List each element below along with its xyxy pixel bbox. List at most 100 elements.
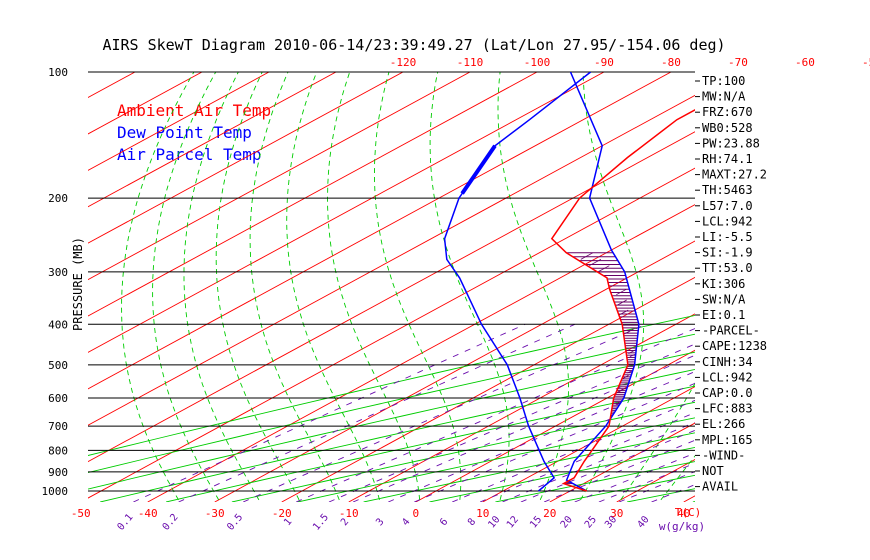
pressure-tick-label: 800 <box>48 444 68 457</box>
mixing-ratio-label: 20 <box>559 514 575 530</box>
dry-adiabat-line <box>363 432 695 502</box>
temp-tick-label-top: -50 <box>862 56 870 69</box>
temp-tick-label-top: -90 <box>594 56 614 69</box>
pressure-tick-label: 200 <box>48 192 68 205</box>
index-label: FRZ:670 <box>702 105 753 119</box>
mixing-ratio-line <box>133 323 526 502</box>
isotherm-line <box>88 72 672 390</box>
mixing-ratio-label: 0.2 <box>161 512 181 533</box>
mixing-ratio-line <box>243 323 647 502</box>
mixing-ratio-label: 1.5 <box>311 512 331 533</box>
y-axis-label: PRESSURE (MB) <box>71 237 85 331</box>
index-label: MW:N/A <box>702 90 746 104</box>
isotherm-line <box>0 72 68 502</box>
mixing-ratio-line <box>352 354 695 502</box>
temp-tick-label-bottom: -20 <box>272 507 292 520</box>
dry-adiabat-line <box>429 446 695 502</box>
legend: Ambient Air Temp Dew Point Temp Air Parc… <box>117 101 271 164</box>
pressure-tick-label: 700 <box>48 420 68 433</box>
isotherm-line <box>88 131 695 463</box>
isotherm-line <box>0 72 1 502</box>
legend-dew-point-temp: Dew Point Temp <box>117 123 252 142</box>
temp-tick-label-bottom: 30 <box>610 507 623 520</box>
pressure-tick-label: 600 <box>48 392 68 405</box>
cape-hatch-line <box>628 349 636 354</box>
series-line-0 <box>550 109 695 492</box>
mixing-ratio-label: 40 <box>635 514 651 530</box>
saturated-adiabat-line <box>249 72 340 501</box>
isotherm-line <box>88 167 695 499</box>
cape-hatch <box>563 252 639 485</box>
saturated-adiabat-line <box>580 72 645 501</box>
pressure-tick-label: 100 <box>48 66 68 79</box>
mixing-ratio-label: 25 <box>583 514 599 530</box>
temp-tick-label-top: -100 <box>524 56 551 69</box>
index-label: MPL:165 <box>702 433 753 447</box>
mixing-ratio-label: 12 <box>505 514 521 530</box>
temp-tick-label-bottom: -10 <box>339 507 359 520</box>
index-label: L57:7.0 <box>702 199 753 213</box>
isobars <box>88 71 695 492</box>
cape-hatch-line <box>618 388 625 393</box>
isotherm-line <box>88 72 471 281</box>
isotherm-line <box>281 276 695 502</box>
mixing-ratio-line <box>574 452 695 502</box>
saturated-adiabat-line <box>620 382 695 501</box>
dry-adiabat-line <box>88 351 695 490</box>
isotherm-line <box>482 386 695 502</box>
cape-hatch-line <box>625 328 635 334</box>
mixing-ratio-line <box>388 371 695 502</box>
mixing-ratio-label: 6 <box>438 517 450 529</box>
dry-adiabat-line <box>297 417 695 502</box>
mixing-ratio-label: 15 <box>528 514 544 530</box>
isotherm-line <box>415 349 695 502</box>
cape-hatch-line <box>597 265 610 273</box>
temp-tick-label-bottom: 0 <box>412 507 419 520</box>
saturated-adiabat-line <box>660 455 695 501</box>
mixing-ratio-line <box>328 343 695 502</box>
dry-adiabat-line <box>165 385 695 502</box>
index-label: -PARCEL- <box>702 324 760 338</box>
index-label: TT:53.0 <box>702 261 753 275</box>
mixing-ratio-label: 4 <box>400 517 412 529</box>
pressure-tick-label: 500 <box>48 359 68 372</box>
index-label: TH:5463 <box>702 183 753 197</box>
mixing-ratio-line <box>598 462 695 502</box>
cape-hatch-line <box>616 288 627 296</box>
temp-unit-label: T(C) <box>675 506 702 519</box>
temp-tick-label-bottom: 40 <box>677 507 690 520</box>
saturated-adiabat-line <box>152 72 220 501</box>
index-label: KI:306 <box>702 277 745 291</box>
index-label: NOT <box>702 464 724 478</box>
index-label: RH:74.1 <box>702 152 753 166</box>
chart-title: AIRS SkewT Diagram 2010-06-14/23:39:49.2… <box>102 36 725 54</box>
index-label: AVAIL <box>702 480 738 494</box>
index-label: LI:-5.5 <box>702 230 753 244</box>
index-label: LFC:883 <box>702 402 753 416</box>
mixing-ratio-line <box>618 471 695 502</box>
saturated-adiabat-line <box>121 72 195 501</box>
mixing-ratio-line <box>520 429 695 502</box>
temp-tick-label-bottom: 20 <box>543 507 556 520</box>
temp-tick-label-bottom: -50 <box>71 507 91 520</box>
isotherm-line <box>348 313 695 502</box>
profiles <box>443 72 695 492</box>
mixing-ratio-label: 0.5 <box>225 512 245 533</box>
dry-adiabat-line <box>88 314 695 456</box>
temp-tick-label-bottom: -30 <box>205 507 225 520</box>
mixing-ratio-label: 8 <box>466 517 478 529</box>
saturated-adiabat-line <box>374 72 462 500</box>
dry-adiabat-line <box>759 72 870 502</box>
saturated-adiabat-line <box>327 72 421 500</box>
legend-air-parcel-temp: Air Parcel Temp <box>117 145 262 164</box>
index-label: CAPE:1238 <box>702 339 767 353</box>
dry-adiabat-line <box>231 401 695 502</box>
pressure-tick-label: 1000 <box>42 485 69 498</box>
legend-ambient-air-temp: Ambient Air Temp <box>117 101 271 120</box>
isotherm-line <box>88 72 605 353</box>
dry-adiabat-line <box>825 72 870 502</box>
dry-adiabat-line <box>88 333 695 474</box>
background-lines <box>0 72 870 502</box>
isotherm-line <box>88 72 270 171</box>
